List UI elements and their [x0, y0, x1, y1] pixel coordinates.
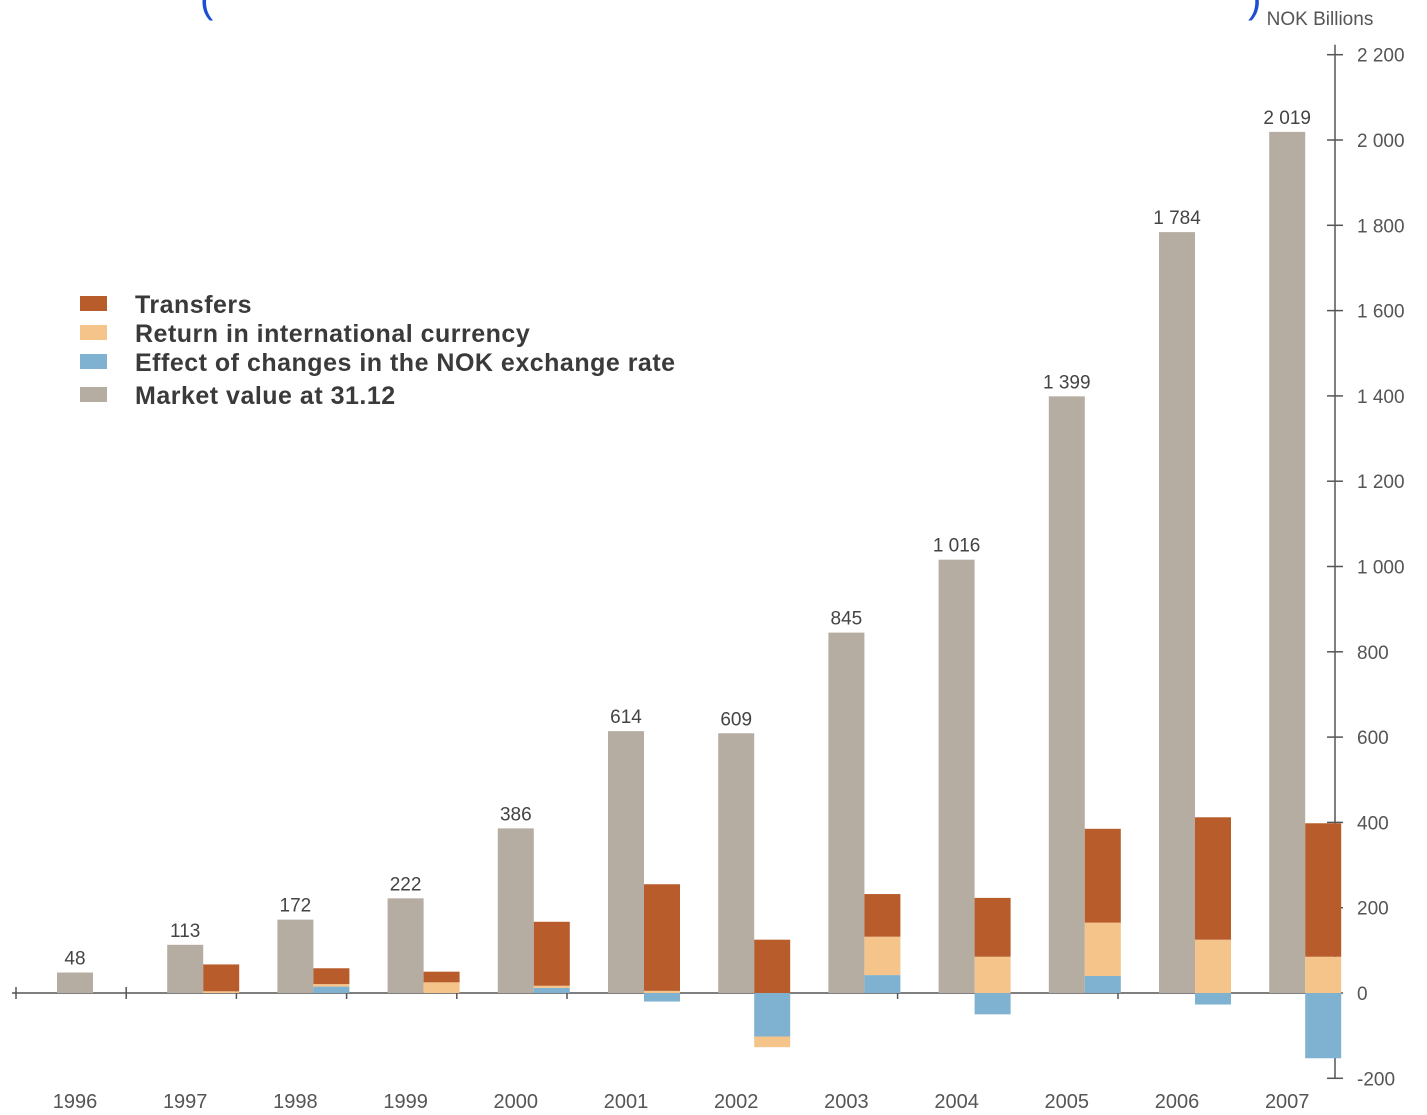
bar-value-label: 2 019 [1263, 108, 1311, 129]
bar-effect-of-changes-in-the-nok-exchange-rate [1084, 975, 1121, 993]
legend-swatch [80, 387, 107, 402]
bar-transfers [864, 894, 901, 937]
legend-label: Return in international currency [135, 320, 530, 348]
bar-effect-of-changes-in-the-nok-exchange-rate [974, 993, 1011, 1015]
close-paren-fragment: ) [1248, 0, 1261, 21]
bar-transfers [1305, 823, 1342, 957]
legend-label: Market value at 31.12 [135, 382, 396, 410]
bar-value-label: 48 [64, 949, 85, 970]
legend-swatch [80, 296, 107, 311]
bar-market-value [1159, 232, 1195, 993]
bar-transfers [754, 939, 791, 993]
bar-return-in-international-currency [1305, 956, 1342, 993]
bar-return-in-international-currency [644, 990, 680, 993]
bar-transfers [1084, 828, 1121, 923]
y-tick-label: -200 [1357, 1069, 1395, 1090]
y-tick-label: 1 400 [1357, 387, 1405, 408]
bar-value-label: 609 [720, 709, 752, 730]
value-labels: 48 113 172 222 386 614 609 845 1 016 1 399 1 784 2 … [64, 108, 1311, 970]
bars [57, 131, 1342, 1059]
bar-transfers [974, 897, 1011, 957]
bar-market-value [57, 972, 93, 993]
y-tick-label: 200 [1357, 899, 1389, 920]
x-tick-label: 2004 [934, 1091, 979, 1113]
bar-return-in-international-currency [533, 985, 570, 988]
bar-market-value [1269, 131, 1306, 994]
bar-effect-of-changes-in-the-nok-exchange-rate [1305, 993, 1342, 1059]
bar-market-value [938, 559, 975, 993]
bar-return-in-international-currency [313, 984, 350, 987]
y-tick-label: 800 [1357, 643, 1389, 664]
bar-return-in-international-currency [754, 1036, 791, 1048]
bar-market-value [718, 733, 755, 993]
y-tick-label: 600 [1357, 728, 1389, 749]
bar-return-in-international-currency [864, 936, 901, 976]
bar-value-label: 1 784 [1153, 208, 1201, 229]
bar-value-label: 113 [170, 921, 200, 942]
bar-effect-of-changes-in-the-nok-exchange-rate [533, 987, 570, 993]
x-tick-label: 1998 [273, 1091, 318, 1113]
y-tick-label: 1 600 [1357, 302, 1405, 323]
open-paren-fragment: ( [200, 0, 214, 21]
bar-value-label: 1 399 [1043, 372, 1091, 393]
legend-swatch [80, 354, 107, 369]
x-axis: 1996 1997 1998 1999 2000 2001 2002 2003 2004 2005… [12, 987, 1340, 1113]
y-unit-label: NOK Billions [1267, 9, 1374, 30]
y-tick-label: 400 [1357, 813, 1389, 834]
bar-transfers [313, 968, 350, 985]
legend-swatch [80, 325, 107, 340]
bar-transfers [533, 921, 570, 986]
bar-market-value [277, 919, 314, 993]
bar-return-in-international-currency [974, 956, 1011, 993]
bar-transfers [1195, 817, 1231, 940]
x-tick-label: 1997 [163, 1091, 208, 1113]
x-tick-label: 2001 [604, 1091, 649, 1113]
y-tick-label: 1 800 [1357, 216, 1405, 237]
x-tick-label: 2006 [1155, 1091, 1200, 1113]
x-tick-label: 1999 [383, 1091, 428, 1113]
bar-value-label: 222 [390, 874, 422, 895]
bar-return-in-international-currency [1195, 939, 1231, 993]
y-tick-label: 2 200 [1357, 46, 1405, 67]
bar-market-value [828, 632, 865, 993]
bar-effect-of-changes-in-the-nok-exchange-rate [1195, 993, 1231, 1005]
bar-market-value [1048, 396, 1085, 993]
legend-label: Transfers [135, 291, 252, 319]
bar-effect-of-changes-in-the-nok-exchange-rate [864, 975, 901, 993]
y-axis: -200 0 200 400 600 800 1 000 1 200 1 400 1 600 1 8… [1327, 44, 1405, 1090]
y-tick-label: 2 000 [1357, 131, 1405, 152]
bar-effect-of-changes-in-the-nok-exchange-rate [754, 993, 791, 1037]
bar-transfers [423, 971, 460, 983]
legend-label: Effect of changes in the NOK exchange ra… [135, 349, 676, 377]
bar-value-label: 172 [280, 896, 312, 917]
y-tick-label: 1 000 [1357, 558, 1405, 579]
x-tick-label: 2000 [494, 1091, 539, 1113]
x-tick-label: 1996 [53, 1091, 98, 1113]
bar-market-value [387, 898, 424, 993]
bar-market-value [608, 731, 644, 993]
y-tick-label: 1 200 [1357, 472, 1405, 493]
x-tick-label: 2002 [714, 1091, 759, 1113]
y-tick-label: 0 [1357, 984, 1368, 1005]
x-tick-label: 2005 [1045, 1091, 1090, 1113]
bar-market-value [167, 944, 204, 993]
bar-return-in-international-currency [423, 982, 460, 993]
bar-value-label: 845 [831, 609, 863, 630]
bar-transfers [644, 884, 680, 991]
bar-value-label: 614 [610, 707, 642, 728]
bar-market-value [497, 828, 534, 993]
x-tick-label: 2007 [1265, 1091, 1310, 1113]
bar-value-label: 1 016 [933, 536, 981, 557]
bar-value-label: 386 [500, 804, 532, 825]
bar-effect-of-changes-in-the-nok-exchange-rate [313, 986, 350, 993]
bar-transfers [203, 964, 240, 992]
bar-return-in-international-currency [1084, 922, 1121, 976]
bar-effect-of-changes-in-the-nok-exchange-rate [644, 993, 680, 1002]
x-tick-label: 2003 [824, 1091, 869, 1113]
bar-return-in-international-currency [203, 991, 240, 993]
